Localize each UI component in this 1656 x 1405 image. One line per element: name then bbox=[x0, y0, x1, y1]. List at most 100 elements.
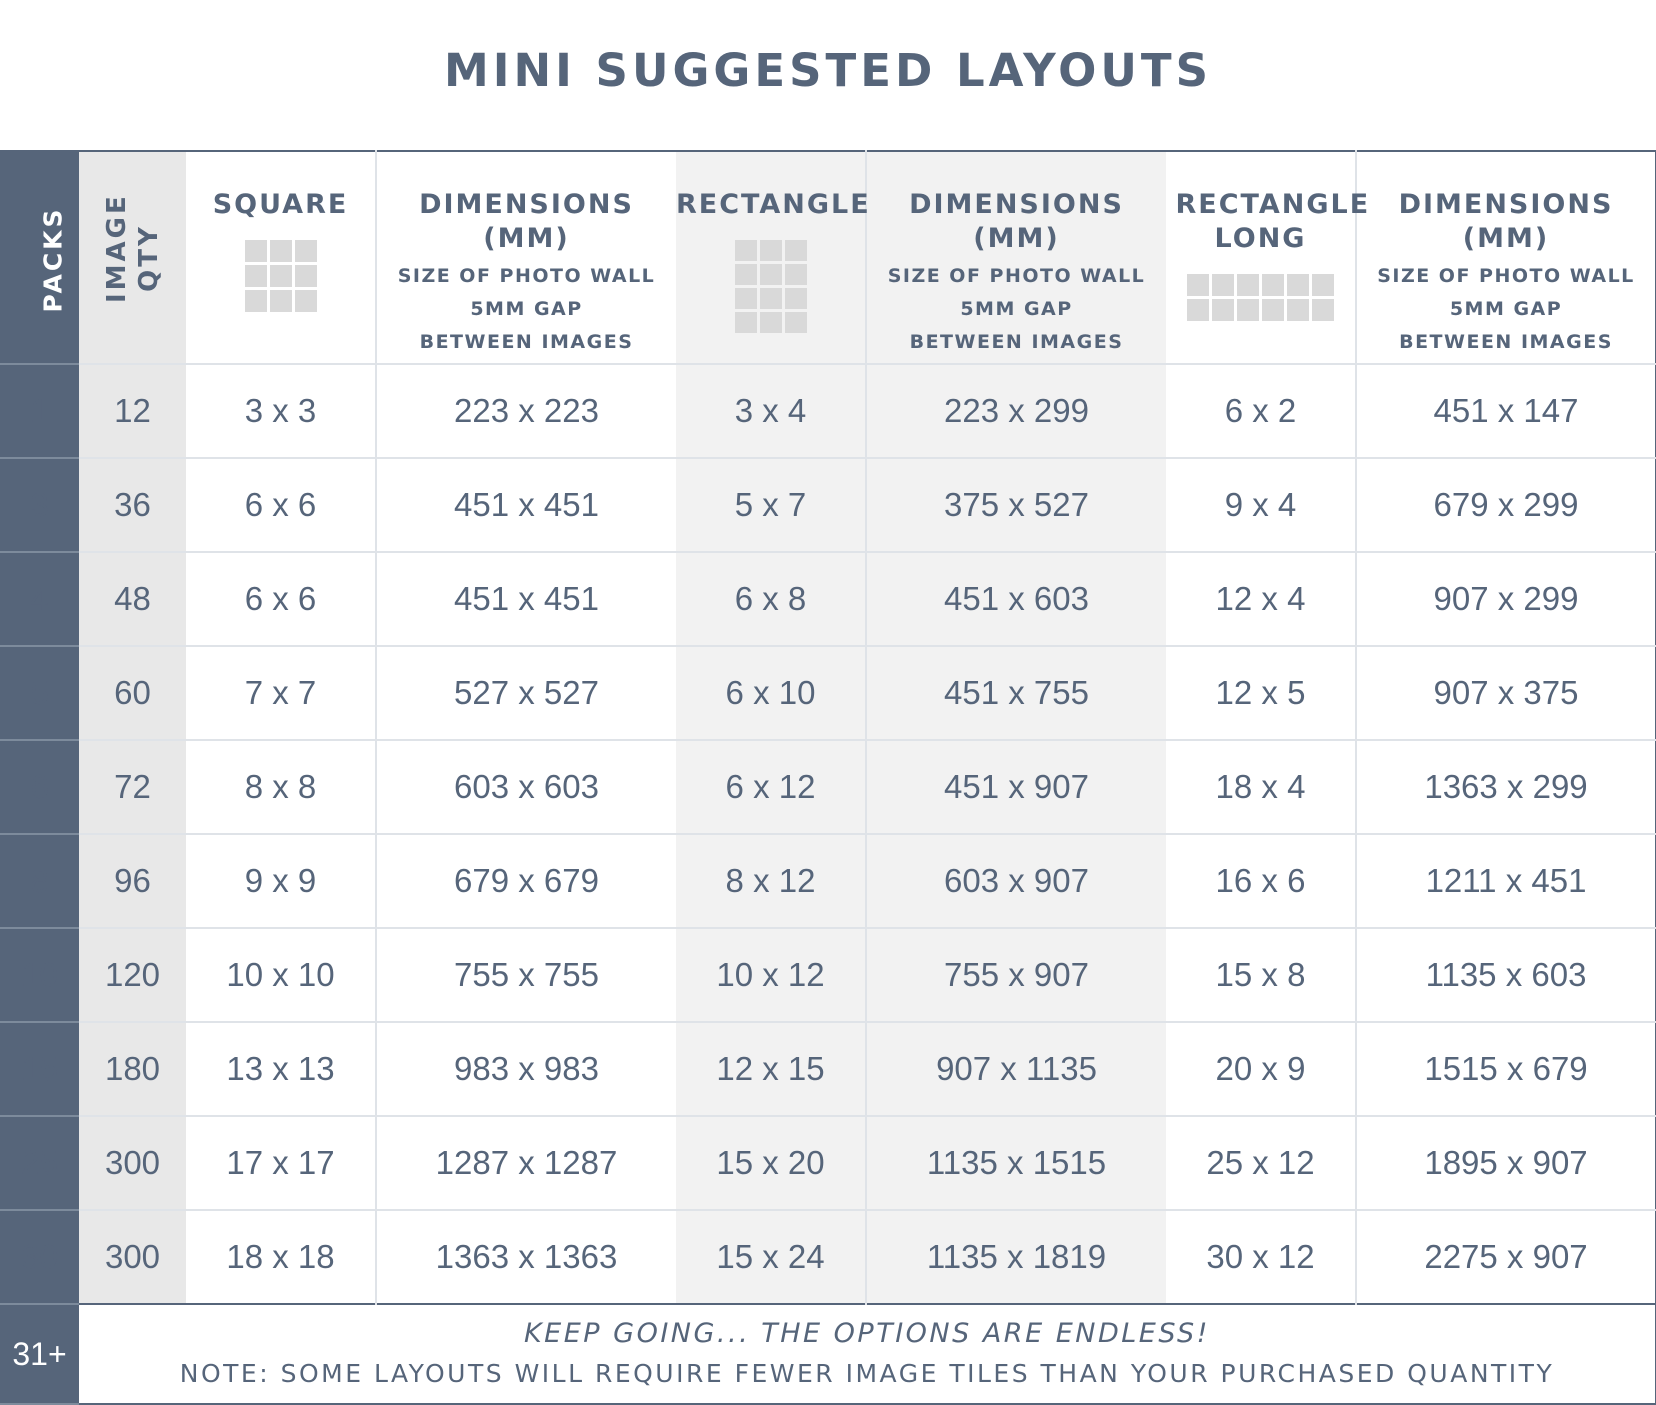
square-layout-cell: 6 x 6 bbox=[186, 458, 377, 553]
rectangle-dimensions-cell: 375 x 527 bbox=[866, 458, 1166, 553]
footer-note-line-2: NOTE: SOME LAYOUTS WILL REQUIRE FEWER IM… bbox=[179, 1359, 1555, 1388]
rectangle-layout-cell: 6 x 10 bbox=[676, 646, 867, 741]
packs-header: PACKS bbox=[0, 151, 79, 365]
grid-tile bbox=[734, 264, 757, 285]
image-qty-cell: 60 bbox=[79, 646, 186, 741]
rectangle-long-layout-cell: 30 x 12 bbox=[1166, 1210, 1357, 1304]
rectangle-header: RECTANGLE bbox=[676, 151, 869, 365]
square-grid-icon bbox=[244, 240, 317, 312]
square-layout-cell: 8 x 8 bbox=[186, 740, 377, 835]
image-qty-cell: 300 bbox=[79, 1116, 186, 1211]
grid-tile bbox=[734, 288, 757, 309]
table-row: 15 180 13 x 13 983 x 983 12 x 15 907 x 1135 20… bbox=[0, 1022, 1656, 1117]
grid-tile bbox=[759, 240, 782, 261]
rectangle-long-dimensions-cell: 1211 x 451 bbox=[1356, 834, 1656, 929]
packs-cell: 25 bbox=[0, 1116, 79, 1211]
grid-tile bbox=[269, 290, 292, 312]
rectangle-layout-cell: 15 x 20 bbox=[676, 1116, 867, 1211]
table-body: 1 12 3 x 3 223 x 223 3 x 4 223 x 299 6 x 2 451 … bbox=[0, 364, 1656, 1305]
grid-tile bbox=[294, 240, 317, 262]
rectangle-dimensions-cell: 451 x 907 bbox=[866, 740, 1166, 835]
packs-cell: 8 bbox=[0, 834, 79, 929]
rectangle-long-dimensions-cell: 1135 x 603 bbox=[1356, 928, 1656, 1023]
image-qty-cell: 48 bbox=[79, 552, 186, 647]
rectangle-long-dimensions-cell: 907 x 299 bbox=[1356, 552, 1656, 647]
rectangle-long-dimensions-cell: 679 x 299 bbox=[1356, 458, 1656, 553]
rectangle-grid-icon bbox=[734, 240, 807, 333]
square-dimensions-cell: 679 x 679 bbox=[376, 834, 676, 929]
table-row: 1 12 3 x 3 223 x 223 3 x 4 223 x 299 6 x 2 451 … bbox=[0, 364, 1656, 459]
table-row: 30 300 18 x 18 1363 x 1363 15 x 24 1135 x 181… bbox=[0, 1210, 1656, 1305]
square-layout-cell: 10 x 10 bbox=[186, 928, 377, 1023]
rectangle-dimensions-cell: 1135 x 1819 bbox=[866, 1210, 1166, 1304]
rectangle-long-layout-cell: 25 x 12 bbox=[1166, 1116, 1357, 1211]
rectangle-dimensions-cell: 451 x 603 bbox=[866, 552, 1166, 647]
rectangle-long-layout-cell: 20 x 9 bbox=[1166, 1022, 1357, 1117]
packs-cell: 6 bbox=[0, 740, 79, 835]
image-qty-header-label: IMAGE QTY bbox=[101, 192, 164, 303]
rectangle-dimensions-header: DIMENSIONS (MM) SIZE OF PHOTO WALL 5MM G… bbox=[866, 151, 1166, 365]
footer-packs-cell: 31+ bbox=[0, 1303, 79, 1405]
rectangle-dimensions-sub-3: BETWEEN IMAGES bbox=[909, 331, 1124, 353]
rectangle-dimensions-cell: 755 x 907 bbox=[866, 928, 1166, 1023]
page-title: MINI SUGGESTED LAYOUTS bbox=[443, 44, 1213, 97]
table-row: 6 72 8 x 8 603 x 603 6 x 12 451 x 907 18 x 4 13… bbox=[0, 740, 1656, 835]
packs-cell: 4 bbox=[0, 552, 79, 647]
packs-cell: 10 bbox=[0, 928, 79, 1023]
rectangle-dimensions-sub-2: 5MM GAP bbox=[960, 298, 1073, 320]
rectangle-dimensions-sub-1: SIZE OF PHOTO WALL bbox=[887, 265, 1146, 287]
square-dimensions-sub-3: BETWEEN IMAGES bbox=[419, 331, 634, 353]
rectangle-long-dimensions-cell: 1895 x 907 bbox=[1356, 1116, 1656, 1211]
square-dimensions-cell: 527 x 527 bbox=[376, 646, 676, 741]
packs-header-label: PACKS bbox=[38, 206, 68, 313]
packs-cell: 15 bbox=[0, 1022, 79, 1117]
rectangle-long-header-label: RECTANGLE LONG bbox=[1175, 189, 1371, 254]
grid-tile bbox=[1287, 274, 1309, 296]
rectangle-long-header: RECTANGLE LONG bbox=[1166, 151, 1371, 365]
grid-tile bbox=[734, 312, 757, 333]
square-dimensions-cell: 451 x 451 bbox=[376, 458, 676, 553]
rectangle-long-dimensions-sub-3: BETWEEN IMAGES bbox=[1399, 331, 1613, 353]
table-row: 4 48 6 x 6 451 x 451 6 x 8 451 x 603 12 x 4 907… bbox=[0, 552, 1656, 647]
table-row: 8 96 9 x 9 679 x 679 8 x 12 603 x 907 16 x 6 12… bbox=[0, 834, 1656, 929]
rectangle-layout-cell: 3 x 4 bbox=[676, 364, 867, 459]
square-layout-cell: 17 x 17 bbox=[186, 1116, 377, 1211]
rectangle-long-dimensions-cell: 1515 x 679 bbox=[1356, 1022, 1656, 1117]
table-row: 5 60 7 x 7 527 x 527 6 x 10 451 x 755 12 x 5 90… bbox=[0, 646, 1656, 741]
rectangle-long-dimensions-header: DIMENSIONS (MM) SIZE OF PHOTO WALL 5MM G… bbox=[1356, 151, 1656, 365]
layouts-table: PACKS IMAGE QTY SQUARE DIMENSIONS (MM) S… bbox=[0, 150, 1656, 1405]
grid-tile bbox=[269, 240, 292, 262]
square-layout-cell: 18 x 18 bbox=[186, 1210, 377, 1304]
packs-cell: 5 bbox=[0, 646, 79, 741]
rectangle-layout-cell: 6 x 12 bbox=[676, 740, 867, 835]
grid-tile bbox=[734, 240, 757, 261]
rectangle-long-layout-cell: 9 x 4 bbox=[1166, 458, 1357, 553]
rectangle-long-layout-cell: 15 x 8 bbox=[1166, 928, 1357, 1023]
rectangle-long-dimensions-sub-1: SIZE OF PHOTO WALL bbox=[1377, 265, 1635, 287]
rectangle-long-dimensions-cell: 451 x 147 bbox=[1356, 364, 1656, 459]
image-qty-cell: 300 bbox=[79, 1210, 186, 1304]
grid-tile bbox=[1312, 299, 1334, 321]
rectangle-long-dimensions-cell: 907 x 375 bbox=[1356, 646, 1656, 741]
image-qty-cell: 120 bbox=[79, 928, 186, 1023]
packs-cell: 30 bbox=[0, 1210, 79, 1305]
square-dimensions-cell: 451 x 451 bbox=[376, 552, 676, 647]
footer-row: 31+ KEEP GOING... THE OPTIONS ARE ENDLES… bbox=[0, 1303, 1656, 1405]
rectangle-layout-cell: 10 x 12 bbox=[676, 928, 867, 1023]
grid-tile bbox=[294, 265, 317, 287]
image-qty-cell: 12 bbox=[79, 364, 186, 459]
rectangle-dimensions-cell: 223 x 299 bbox=[866, 364, 1166, 459]
grid-tile bbox=[244, 265, 267, 287]
square-dimensions-cell: 1287 x 1287 bbox=[376, 1116, 676, 1211]
rectangle-dimensions-cell: 907 x 1135 bbox=[866, 1022, 1166, 1117]
packs-cell: 3 bbox=[0, 458, 79, 553]
grid-tile bbox=[244, 240, 267, 262]
square-header: SQUARE bbox=[186, 151, 377, 365]
table-row: 10 120 10 x 10 755 x 755 10 x 12 755 x 907 15 … bbox=[0, 928, 1656, 1023]
rectangle-dimensions-cell: 603 x 907 bbox=[866, 834, 1166, 929]
square-dimensions-label: DIMENSIONS (MM) bbox=[419, 189, 634, 254]
rectangle-dimensions-cell: 1135 x 1515 bbox=[866, 1116, 1166, 1211]
grid-tile bbox=[1212, 274, 1234, 296]
grid-tile bbox=[1187, 274, 1209, 296]
rectangle-dimensions-cell: 451 x 755 bbox=[866, 646, 1166, 741]
